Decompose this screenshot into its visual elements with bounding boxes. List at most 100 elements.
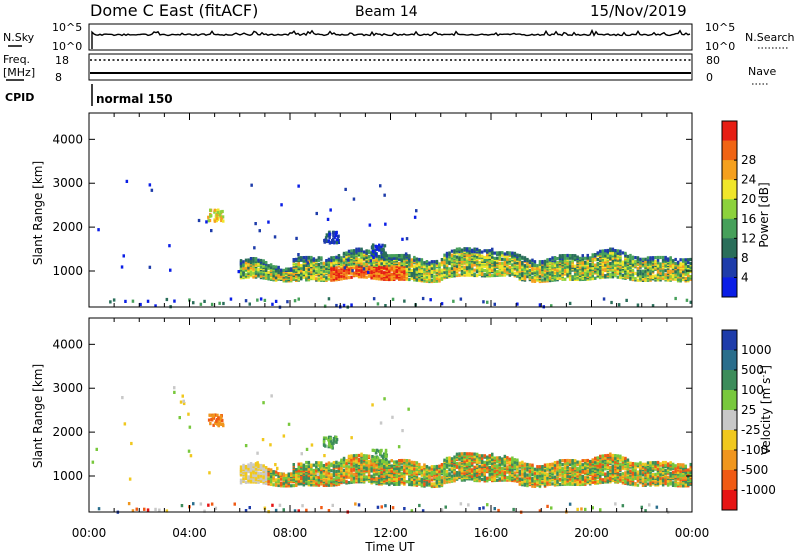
range-gate-cell xyxy=(568,462,572,467)
range-gate-cell xyxy=(285,267,288,271)
range-gate-cell xyxy=(656,270,660,274)
range-gate-cell xyxy=(521,469,524,474)
range-gate-cell xyxy=(378,248,381,252)
range-gate-cell xyxy=(589,262,592,266)
range-gate-cell xyxy=(252,477,255,481)
range-gate-cell xyxy=(362,454,366,458)
range-gate-cell xyxy=(621,260,625,264)
range-gate-cell xyxy=(322,269,326,273)
range-gate-cell xyxy=(285,483,288,487)
range-gate-cell xyxy=(362,477,366,481)
range-gate-cell xyxy=(483,454,486,458)
range-gate-cell xyxy=(538,270,542,274)
range-gate-cell xyxy=(367,471,371,475)
range-gate-cell xyxy=(478,261,481,265)
range-gate-cell xyxy=(501,266,504,271)
range-gate-cell xyxy=(385,264,388,268)
range-gate-cell xyxy=(154,304,157,308)
range-gate-cell xyxy=(395,474,398,478)
range-gate-cell xyxy=(523,274,527,278)
range-gate-cell xyxy=(320,265,323,269)
range-gate-cell xyxy=(455,461,459,465)
range-gate-cell xyxy=(453,458,456,462)
range-gate-cell xyxy=(347,473,351,477)
range-gate-cell xyxy=(372,250,375,254)
range-gate-cell xyxy=(408,277,411,282)
range-gate-cell xyxy=(480,454,484,458)
range-gate-cell xyxy=(393,267,396,271)
range-gate-cell xyxy=(581,480,584,484)
range-gate-cell xyxy=(666,257,670,261)
range-gate-cell xyxy=(475,473,479,477)
range-gate-cell xyxy=(335,270,338,274)
range-gate-cell xyxy=(295,483,298,487)
range-gate-cell xyxy=(418,481,421,485)
range-gate-cell xyxy=(541,278,544,282)
range-gate-cell xyxy=(252,259,255,263)
range-gate-cell xyxy=(589,277,592,281)
range-gate-cell xyxy=(372,468,376,472)
range-gate-cell xyxy=(473,250,476,254)
range-gate-cell xyxy=(328,232,331,236)
range-gate-cell xyxy=(609,256,612,260)
range-gate-cell xyxy=(445,259,449,263)
range-gate-cell xyxy=(330,473,333,477)
range-gate-cell xyxy=(478,266,481,270)
nsearch-tick-top: 10^5 xyxy=(705,21,735,34)
nsky-label: N.Sky xyxy=(3,31,35,44)
range-gate-cell xyxy=(634,271,637,275)
range-gate-cell xyxy=(430,269,434,273)
range-gate-cell xyxy=(659,271,662,275)
range-gate-cell xyxy=(267,264,270,268)
range-gate-cell xyxy=(295,477,298,481)
range-gate-cell xyxy=(352,266,356,270)
station-title: Dome C East (fitACF) xyxy=(90,1,258,20)
range-gate-cell xyxy=(269,480,273,484)
range-gate-cell xyxy=(501,461,504,465)
range-gate-cell xyxy=(556,257,559,261)
colorbar-swatch xyxy=(722,199,737,220)
range-gate-cell xyxy=(360,459,363,463)
range-gate-cell xyxy=(297,256,300,260)
range-gate-cell xyxy=(124,299,127,303)
range-gate-cell xyxy=(599,249,602,253)
range-gate-cell xyxy=(458,461,461,465)
range-gate-cell xyxy=(493,473,496,477)
range-gate-cell xyxy=(501,466,504,470)
range-gate-cell xyxy=(254,462,258,466)
colorbar-swatch xyxy=(722,257,737,278)
range-gate-cell xyxy=(679,262,682,266)
range-gate-cell xyxy=(674,257,677,262)
range-gate-cell xyxy=(443,481,446,485)
range-gate-cell xyxy=(478,464,481,468)
range-gate-cell xyxy=(440,276,444,280)
range-gate-cell xyxy=(450,253,454,257)
range-gate-cell xyxy=(165,297,169,302)
range-gate-cell xyxy=(511,456,514,460)
range-gate-cell xyxy=(533,471,537,475)
range-gate-cell xyxy=(599,266,602,270)
range-gate-cell xyxy=(656,258,660,262)
range-gate-cell xyxy=(383,464,386,468)
range-gate-cell xyxy=(566,261,569,265)
range-gate-cell xyxy=(526,462,529,467)
range-gate-cell xyxy=(526,480,529,484)
range-gate-cell xyxy=(455,247,459,251)
range-gate-cell xyxy=(563,265,567,269)
range-gate-cell xyxy=(498,265,501,269)
range-gate-cell xyxy=(556,460,559,464)
range-gate-cell xyxy=(352,454,356,458)
nave-tick-bottom: 0 xyxy=(706,71,713,84)
range-gate-cell xyxy=(669,260,672,264)
colorbar-tick-label: 12 xyxy=(741,231,756,245)
colorbar-swatch xyxy=(722,179,737,200)
range-gate-cell xyxy=(262,264,265,268)
range-gate-cell xyxy=(430,470,434,474)
range-gate-cell xyxy=(213,210,216,214)
range-gate-cell xyxy=(229,297,233,301)
range-gate-cell xyxy=(601,457,605,461)
range-gate-cell xyxy=(310,475,313,479)
range-gate-cell xyxy=(312,271,316,275)
range-gate-cell xyxy=(503,470,507,474)
range-gate-cell xyxy=(639,257,642,261)
